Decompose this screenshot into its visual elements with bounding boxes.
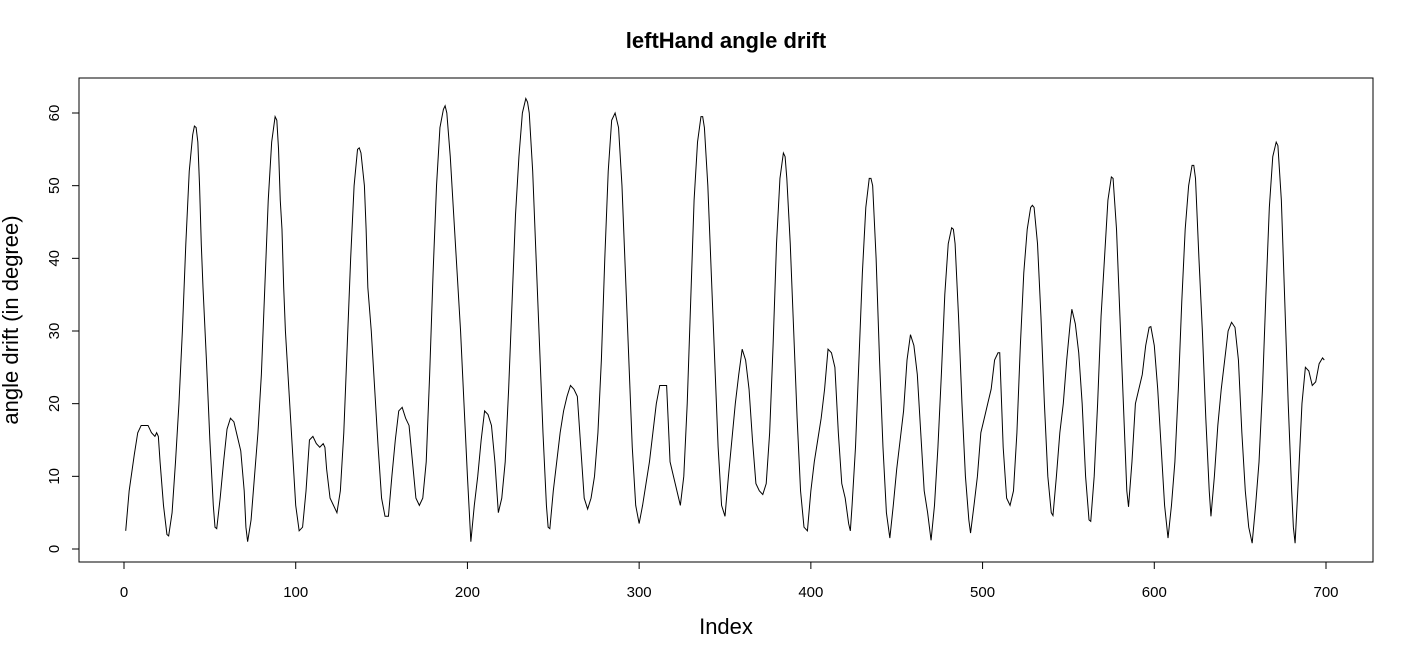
x-tick-label: 0: [120, 584, 128, 601]
y-tick-label: 30: [46, 323, 63, 340]
x-tick-label: 700: [1313, 584, 1338, 601]
y-tick-label: 40: [46, 250, 63, 267]
series-line: [125, 96, 1325, 544]
y-tick-label: 10: [46, 468, 63, 485]
y-axis-label: angle drift (in degree): [0, 215, 23, 424]
chart-title: leftHand angle drift: [626, 28, 827, 53]
y-tick-label: 60: [46, 105, 63, 122]
x-axis-label: Index: [699, 614, 753, 639]
x-tick-label: 100: [283, 584, 308, 601]
x-tick-label: 200: [455, 584, 480, 601]
plot-frame: [78, 77, 1374, 563]
x-ticks: 0 100 200 300 400 500 600 700: [120, 562, 1339, 601]
y-tick-label: 20: [46, 395, 63, 412]
y-tick-label: 0: [46, 545, 63, 553]
x-tick-label: 400: [798, 584, 823, 601]
x-tick-label: 300: [627, 584, 652, 601]
y-ticks: 0 10 20 30 40 50 60: [46, 105, 79, 553]
x-tick-label: 600: [1142, 584, 1167, 601]
x-tick-label: 500: [970, 584, 995, 601]
y-tick-label: 50: [46, 177, 63, 194]
